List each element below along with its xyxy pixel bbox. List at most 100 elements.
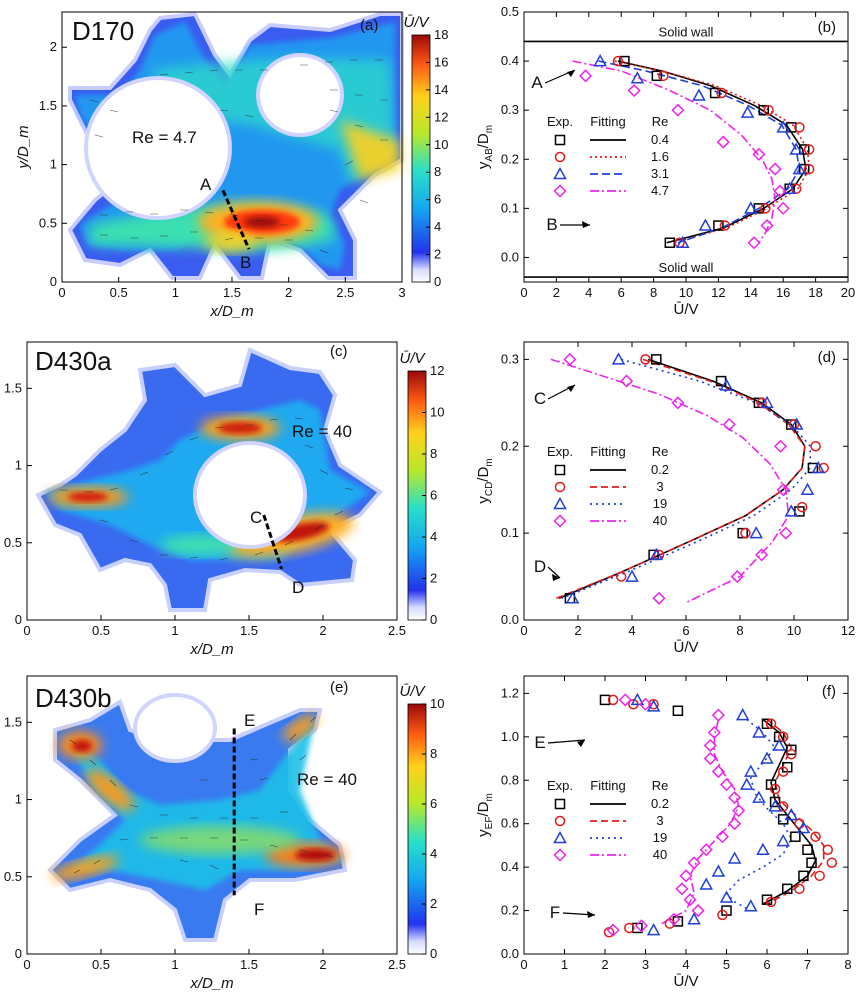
data-point [810,441,821,452]
colorbar-tick-label: 6 [430,488,437,503]
legend-entry: 19 [653,830,667,845]
x-tick-label: 0 [520,285,527,300]
data-point [756,842,770,855]
x-tick-label: 3 [642,957,649,972]
flow-field-c [27,342,397,620]
x-tick-label: 2.5 [388,623,406,638]
data-point [624,922,635,934]
data-point [692,88,706,101]
data-point [790,831,801,842]
x-tick-label: 0.5 [92,957,110,972]
data-point [691,904,705,918]
data-point [744,201,758,214]
legend-entry: 0.4 [651,132,669,147]
data-point [627,83,641,98]
y-tick-label: 0.5 [4,869,22,884]
x-tick-label: 2.5 [336,285,354,300]
x-tick-label: 7 [804,957,811,972]
data-point [730,570,744,584]
y-axis-label: yCD/Dm [475,458,495,503]
data-point [782,883,793,895]
x-tick-label: 8 [844,957,851,972]
data-point [760,218,774,233]
panel-d: 0 2 4 6 8 10 12 0.0 0.1 0.2 0.3 Ū/V yCD/Dm (d) Exp. Fit… [475,341,855,656]
data-point [752,147,766,161]
data-point [802,844,813,855]
legend-header: Fitting [590,778,625,793]
axes-c: 00.511.522.500.511.5x/D_my/D_m [4,341,406,658]
data-point [719,220,731,231]
data-point [786,744,797,756]
name-label-a: D170 [72,16,134,46]
x-tick-label: 14 [744,285,758,300]
x-tick-label: 1 [171,623,178,638]
colorbar-tick-label: 10 [430,696,444,711]
panel-a: 0 0.5 1 1.5 2 2.5 3 0 0.5 1 1.5 2 x/D_m y/D_m 0 2 4 6 8 10… [15,11,448,320]
legend-entry: 3 [656,813,663,828]
y-tick-label: 1.5 [4,380,22,395]
fit-curve-3 [556,358,806,600]
data-point [652,591,666,605]
data-point [782,181,797,194]
data-point [698,218,713,231]
colorbar-tick-label: 2 [434,247,441,262]
x-tick-label: 1 [172,285,179,300]
legend-header: Re [652,114,669,129]
y-tick-label: 0.4 [501,859,519,874]
x-tick-label: 0 [520,957,527,972]
y-tick-label: 0.0 [501,249,519,264]
colorbar-tick-label: 0 [434,274,441,289]
colorbar-tick-label: 12 [434,109,448,124]
plot-frame [523,675,849,955]
x-tick-label: 4 [682,957,689,972]
point-arrowhead [567,70,575,77]
data-point [553,830,567,844]
data-point [553,166,567,180]
data-point [765,896,777,908]
x-axis-label: x/D_m [209,303,253,320]
data-point [752,790,766,803]
x-tick-label: 1 [561,957,568,972]
y-axis-label: y/D_m [15,125,32,169]
data-point [672,705,684,716]
data-point [615,571,627,582]
data-point [810,831,821,842]
fit-curve-3 [766,718,825,905]
legend-entry: 4.7 [651,183,669,198]
colorbar-tick-label: 2 [430,571,437,586]
data-point [755,548,769,562]
data-point [634,919,649,933]
data-point [740,105,755,118]
panel-f: 0 1 2 3 4 5 6 7 8 0.0 0.2 0.4 0.6 0.8 1.0 1.2 Ū/V yEF/Dm (… [475,675,852,990]
axes-a: 0 0.5 1 1.5 2 2.5 3 0 0.5 1 1.5 2 x/D_m y/D_m [15,11,406,320]
y-tick-label: 0.5 [4,535,22,550]
legend-entry: 19 [653,496,667,511]
data-point [773,184,787,198]
data-point [638,697,653,711]
solid-wall-label: Solid wall [659,24,714,39]
data-point [779,526,793,540]
x-tick-label: 16 [776,285,790,300]
x-tick-label: 5 [723,957,730,972]
y-tick-label: 0.5 [501,4,519,19]
point-label: B [546,215,557,234]
point-label: C [534,389,546,408]
data-point [796,501,808,513]
data-point [772,738,786,751]
data-point [658,70,669,82]
data-point [611,352,626,365]
data-point [554,464,566,476]
y-tick-label: 1.0 [501,729,519,744]
colorbar-tick-label: 6 [434,192,441,207]
data-point [728,791,742,805]
data-point [651,70,663,82]
legend-header: Exp. [547,778,573,793]
x-tick-label: 6 [618,285,625,300]
data-point [776,120,790,133]
data-point [768,799,782,812]
y-tick-label: 0.8 [501,772,519,787]
colorbar-title: Ū/V [399,350,426,367]
section-line [221,189,251,250]
data-point [713,220,724,231]
data-point [789,142,803,155]
